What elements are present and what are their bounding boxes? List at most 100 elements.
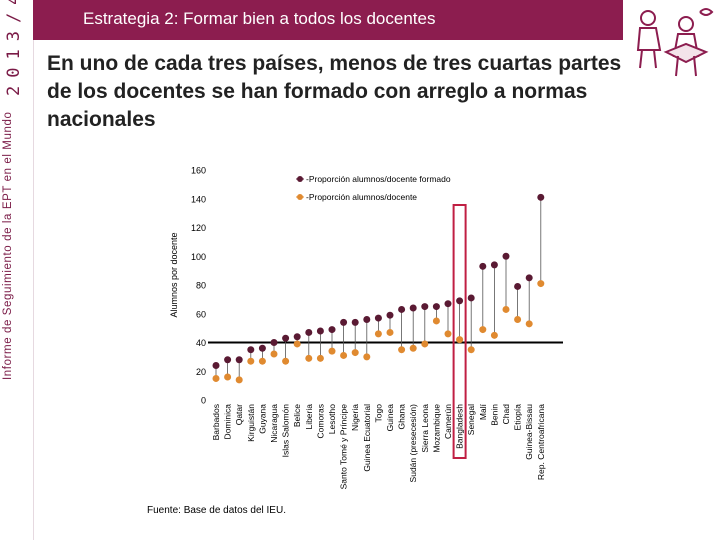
- y-tick-label: 80: [196, 281, 206, 291]
- point-all: [235, 376, 243, 384]
- point-trained: [409, 304, 417, 312]
- point-all: [525, 320, 533, 328]
- source-note: Fuente: Base de datos del IEU.: [147, 505, 286, 516]
- point-trained: [537, 193, 545, 201]
- report-year: 2013/4: [4, 0, 24, 96]
- x-category-label: Guinea-Bissau: [524, 404, 534, 460]
- point-trained: [502, 252, 510, 260]
- point-trained: [258, 344, 266, 352]
- point-trained: [374, 314, 382, 322]
- x-category-label: Chad: [501, 404, 511, 425]
- point-all: [316, 354, 324, 362]
- point-all: [514, 316, 522, 323]
- point-all: [340, 351, 348, 359]
- point-all: [212, 374, 220, 382]
- point-all: [386, 328, 394, 336]
- point-trained: [432, 303, 440, 311]
- page-title: Estrategia 2: Formar bien a todos los do…: [83, 9, 436, 28]
- point-trained: [386, 311, 394, 319]
- point-trained: [351, 318, 359, 326]
- point-trained: [467, 294, 475, 302]
- point-all: [479, 326, 487, 334]
- point-trained: [247, 346, 255, 354]
- x-category-label: Comoras: [315, 404, 325, 438]
- point-all: [351, 349, 359, 357]
- x-category-label: Dominica: [223, 404, 233, 440]
- point-trained: [235, 356, 243, 364]
- x-category-label: Benin: [489, 404, 499, 426]
- x-category-label: Santo Tomé y Príncipe: [339, 404, 349, 490]
- point-trained: [479, 262, 487, 270]
- legend-marker: [297, 176, 303, 182]
- point-all: [490, 331, 498, 339]
- point-all: [421, 340, 429, 348]
- x-category-label: Nigeria: [350, 404, 360, 431]
- point-all: [247, 357, 255, 365]
- x-category-label: Belice: [292, 404, 302, 427]
- point-trained: [328, 326, 336, 334]
- point-all: [374, 330, 382, 338]
- legend: -Proporción alumnos/docente formado -Prop…: [296, 174, 451, 202]
- y-tick-label: 100: [191, 252, 206, 262]
- x-category-label: Guinea: [385, 404, 395, 432]
- y-tick-label: 0: [201, 396, 206, 406]
- x-category-label: Nicaragua: [269, 404, 279, 443]
- x-category-label: Guyana: [257, 404, 267, 434]
- point-trained: [340, 318, 348, 326]
- point-trained: [316, 327, 324, 335]
- x-category-label: Malí: [478, 403, 488, 420]
- x-category-label: Lesotho: [327, 404, 337, 435]
- y-tick-label: 140: [191, 194, 206, 204]
- chart: 0 20 40 60 80 100 120 140 160 Alumnos por docente…: [169, 166, 563, 490]
- x-category-label: Sudán (presecesión): [408, 404, 418, 483]
- x-category-label: Guinea Ecuatorial: [362, 404, 372, 472]
- x-category-label: Liberia: [304, 404, 314, 430]
- point-all: [293, 340, 301, 348]
- point-all: [258, 357, 266, 365]
- highlight-box: [452, 204, 467, 459]
- legend-label: -Proporción alumnos/docente: [306, 192, 417, 202]
- x-category-label: Mozambique: [431, 404, 441, 453]
- y-axis-label: Alumnos por docente: [169, 232, 179, 317]
- y-tick-label: 60: [196, 309, 206, 319]
- point-trained: [490, 261, 498, 269]
- point-trained: [282, 334, 290, 342]
- point-trained: [270, 339, 278, 346]
- point-all: [537, 280, 545, 288]
- y-tick-label: 20: [196, 367, 206, 377]
- point-trained: [224, 356, 232, 364]
- point-all: [467, 346, 475, 354]
- point-trained: [456, 297, 464, 305]
- y-tick-label: 160: [191, 166, 206, 176]
- point-all: [282, 357, 290, 365]
- x-category-label: Ghana: [397, 404, 407, 430]
- x-category-label: Barbados: [211, 404, 221, 440]
- point-trained: [212, 362, 220, 369]
- legend-marker: [297, 194, 303, 200]
- point-trained: [525, 274, 533, 282]
- x-category-label: Sierra Leona: [420, 404, 430, 453]
- point-all: [502, 305, 510, 313]
- point-all: [270, 350, 278, 358]
- point-trained: [514, 282, 522, 290]
- point-all: [456, 336, 464, 344]
- point-all: [398, 346, 406, 354]
- y-tick-label: 120: [191, 223, 206, 233]
- x-category-label: Bangladesh: [455, 404, 465, 449]
- legend-label: -Proporción alumnos/docente formado: [306, 174, 451, 184]
- x-category-label: Togo: [373, 404, 383, 423]
- y-axis: 0 20 40 60 80 100 120 140 160 Alumnos por docente: [169, 166, 563, 406]
- sidebar: 2013/4 Informe de Seguimiento de la EPT …: [0, 0, 34, 540]
- x-category-label: Senegal: [466, 404, 476, 435]
- x-category-label: Islas Salomón: [281, 404, 291, 458]
- point-trained: [293, 333, 301, 341]
- point-trained: [305, 328, 313, 336]
- point-all: [444, 330, 452, 338]
- point-all: [432, 317, 440, 325]
- x-category-label: Etiopía: [513, 404, 523, 431]
- point-trained: [444, 300, 452, 308]
- point-trained: [398, 305, 406, 313]
- point-all: [224, 373, 232, 381]
- point-all: [363, 353, 371, 361]
- point-trained: [363, 316, 371, 323]
